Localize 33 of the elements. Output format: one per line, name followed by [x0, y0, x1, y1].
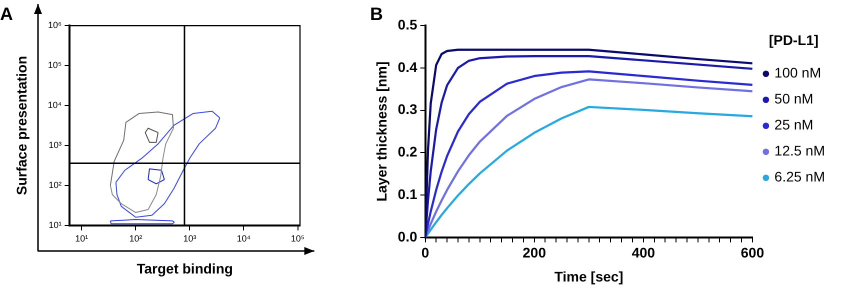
- x-tick-label: 0: [421, 244, 430, 261]
- x-tick-label: 10²: [129, 233, 142, 244]
- y-tick-label: 0.5: [398, 16, 418, 32]
- y-tick-label: 10²: [48, 180, 62, 190]
- y-tick-label: 10³: [48, 140, 62, 150]
- x-axis-title: Time [sec]: [554, 268, 624, 284]
- y-tick-label: 0.1: [398, 186, 418, 202]
- legend-label: 50 nM: [774, 90, 814, 107]
- x-tick-label: 400: [632, 244, 656, 261]
- legend-label: 100 nM: [774, 64, 822, 81]
- y-tick-label: 10⁴: [48, 100, 62, 110]
- y-tick-label: 10¹: [48, 220, 62, 230]
- y-tick-label: 0.2: [398, 144, 418, 160]
- legend-label: 12.5 nM: [774, 142, 826, 159]
- x-tick-label: 200: [522, 244, 546, 261]
- legend-label: 25 nM: [774, 116, 814, 133]
- x-axis-title: Target binding: [136, 260, 233, 276]
- y-axis-title: Surface presentation: [13, 56, 30, 196]
- x-tick-label: 10³: [183, 233, 196, 244]
- x-tick-label: 10⁵: [290, 233, 305, 244]
- chart-title: A: [0, 4, 13, 24]
- chart-title: B: [370, 4, 383, 24]
- legend-title: [PD-L1]: [768, 32, 819, 48]
- x-tick-label: 600: [740, 244, 764, 261]
- y-tick-label: 0.3: [398, 101, 418, 118]
- x-tick-label: 10¹: [75, 233, 88, 244]
- y-tick-label: 0.0: [398, 228, 418, 244]
- y-tick-label: 10⁶: [48, 20, 62, 30]
- legend-label: 6.25 nM: [774, 168, 826, 185]
- y-axis-title: Layer thickness [nm]: [373, 61, 390, 202]
- y-tick-label: 10⁵: [48, 60, 62, 70]
- y-tick-label: 0.4: [398, 58, 418, 75]
- x-tick-label: 10⁴: [236, 233, 251, 244]
